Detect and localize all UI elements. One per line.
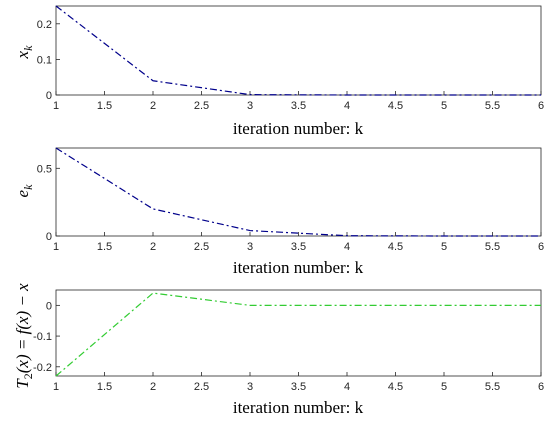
y-tick-label: 0 — [46, 300, 52, 312]
y-tick-label: 0.5 — [37, 163, 52, 175]
y-ticks: 0 -0.1 -0.2 — [33, 300, 60, 374]
x-tick-label: 3 — [247, 100, 253, 112]
x-ticks: 1 1.5 2 2.5 3 3.5 4 4.5 5 5.5 6 — [53, 372, 544, 393]
x-axis-label: iteration number: k — [233, 398, 364, 417]
x-tick-label: 3 — [247, 241, 253, 253]
x-tick-label: 2 — [150, 100, 156, 112]
x-tick-label: 2 — [150, 241, 156, 253]
plot-frame — [55, 5, 542, 96]
x-tick-label: 6 — [538, 100, 544, 112]
plot-frame — [55, 289, 542, 377]
x-tick-label: 6 — [538, 381, 544, 393]
series-line — [55, 5, 541, 96]
y-tick-label: 0.2 — [37, 19, 52, 31]
x-tick-label: 2 — [150, 381, 156, 393]
x-tick-label: 3.5 — [291, 381, 306, 393]
subplot-ek: 1 1.5 2 2.5 3 3.5 4 4.5 5 5.5 6 00.5 iteration num… — [13, 147, 544, 277]
y-tick-label: 0 — [46, 231, 52, 243]
subplot-xk: 1 1.5 2 2.5 3 3.5 4 4.5 5 5.5 6 0 0.1 0.2 iteration … — [13, 5, 544, 138]
x-tick-label: 2.5 — [194, 381, 209, 393]
x-tick-label: 3.5 — [291, 100, 306, 112]
x-tick-label: 5.5 — [485, 241, 500, 253]
subplot-t2: 1 1.5 2 2.5 3 3.5 4 4.5 5 5.5 6 0 -0.1 -0.2 iteratio… — [13, 283, 544, 417]
x-axis-label: iteration number: k — [233, 119, 364, 138]
x-tick-label: 4.5 — [388, 381, 403, 393]
x-tick-label: 6 — [538, 241, 544, 253]
x-tick-label: 4 — [344, 381, 350, 393]
y-axis-label: T2(x) = f(x) − x — [13, 283, 35, 389]
x-ticks: 1 1.5 2 2.5 3 3.5 4 4.5 5 5.5 6 — [53, 232, 544, 253]
x-tick-label: 4.5 — [388, 241, 403, 253]
y-tick-label: -0.2 — [33, 362, 52, 374]
y-axis-label: ek — [13, 184, 35, 198]
y-ticks: 00.5 — [37, 163, 60, 243]
y-axis-label: xk — [13, 45, 35, 60]
x-tick-label: 3.5 — [291, 241, 306, 253]
x-tick-label: 4 — [344, 241, 350, 253]
x-tick-label: 1.5 — [97, 381, 112, 393]
x-tick-label: 5.5 — [485, 381, 500, 393]
x-tick-label: 2.5 — [194, 241, 209, 253]
x-ticks: 1 1.5 2 2.5 3 3.5 4 4.5 5 5.5 6 — [53, 91, 544, 112]
x-tick-label: 2.5 — [194, 100, 209, 112]
y-tick-label: 0 — [46, 90, 52, 102]
x-tick-label: 1.5 — [97, 100, 112, 112]
series-line — [55, 292, 541, 377]
x-tick-label: 1.5 — [97, 241, 112, 253]
x-axis-label: iteration number: k — [233, 258, 364, 277]
y-tick-label: -0.1 — [33, 331, 52, 343]
series-lines — [55, 292, 541, 377]
x-tick-label: 5 — [441, 241, 447, 253]
x-tick-label: 4.5 — [388, 100, 403, 112]
y-tick-label: 0.1 — [37, 54, 52, 66]
series-lines — [55, 5, 541, 96]
x-tick-label: 3 — [247, 381, 253, 393]
x-tick-label: 1 — [53, 381, 59, 393]
x-tick-label: 5.5 — [485, 100, 500, 112]
x-tick-label: 1 — [53, 100, 59, 112]
plot-frame — [55, 147, 542, 237]
x-tick-label: 5 — [441, 100, 447, 112]
x-tick-label: 1 — [53, 241, 59, 253]
series-line — [55, 147, 541, 237]
series-lines — [55, 147, 541, 237]
y-ticks: 0 0.1 0.2 — [37, 19, 60, 102]
x-tick-label: 4 — [344, 100, 350, 112]
x-tick-label: 5 — [441, 381, 447, 393]
